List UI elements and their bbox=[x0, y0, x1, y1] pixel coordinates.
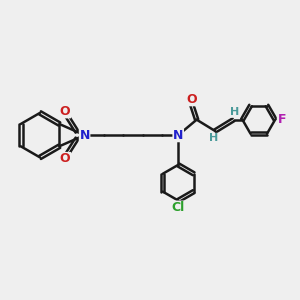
Text: H: H bbox=[209, 134, 218, 143]
Text: O: O bbox=[60, 152, 70, 166]
Text: O: O bbox=[60, 105, 70, 118]
Text: N: N bbox=[80, 129, 90, 142]
Text: H: H bbox=[230, 107, 240, 117]
Text: O: O bbox=[186, 93, 196, 106]
Text: F: F bbox=[278, 113, 286, 126]
Text: Cl: Cl bbox=[172, 201, 185, 214]
Text: N: N bbox=[173, 129, 183, 142]
